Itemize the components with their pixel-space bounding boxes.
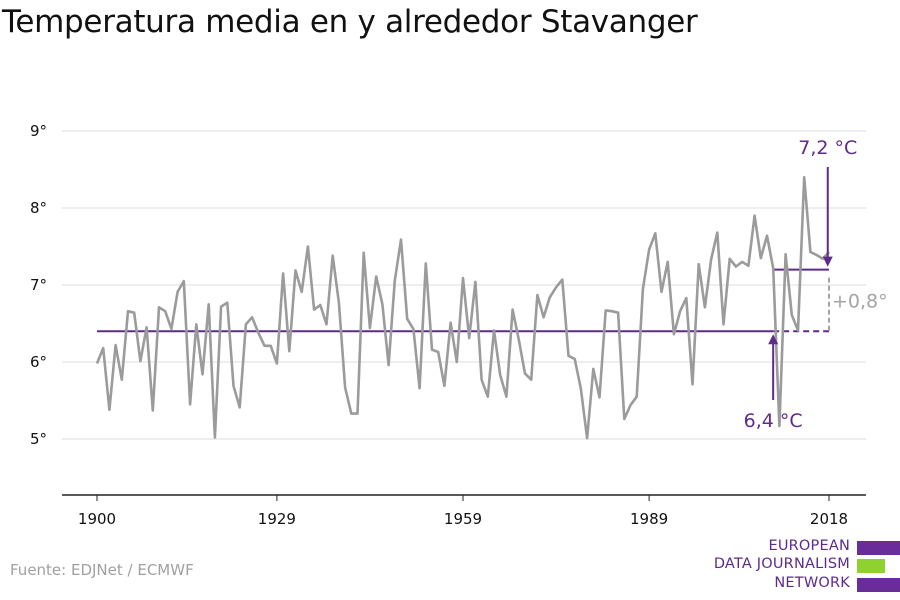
x-tick-label: 1959 (444, 510, 482, 528)
x-tick-label: 1900 (78, 510, 116, 528)
difference-label: +0,8° (832, 290, 888, 312)
y-tick-label: 5° (30, 430, 47, 448)
logo-text-line-1: EUROPEAN (768, 538, 850, 554)
x-tick-label: 1989 (630, 510, 668, 528)
edjnet-logo: EUROPEAN DATA JOURNALISM NETWORK (700, 538, 900, 598)
y-axis-labels: 5° 6° 7° 8° 9° (30, 122, 47, 448)
x-axis: 1900 1929 1959 1989 2018 (62, 494, 866, 528)
temperature-line (95, 175, 830, 440)
y-tick-label: 9° (30, 122, 47, 140)
logo-bar-purple-bottom (857, 578, 900, 592)
logo-text-line-2: DATA JOURNALISM (713, 556, 850, 572)
source-note: Fuente: EDJNet / ECMWF (10, 561, 194, 579)
recent-mean-arrowhead (822, 256, 833, 267)
chart-title: Temperatura media en y alrededor Stavang… (2, 4, 698, 40)
x-tick-label: 2018 (810, 510, 848, 528)
x-tick-label: 1929 (258, 510, 296, 528)
logo-text-line-3: NETWORK (774, 575, 850, 591)
baseline-mean-label: 6,4 °C (744, 410, 803, 432)
logo-bar-purple-top (857, 541, 900, 555)
y-tick-label: 8° (30, 199, 47, 217)
annotations: +0,8° 7,2 °C 6,4 °C (744, 137, 888, 432)
y-tick-label: 7° (30, 276, 47, 294)
baseline-mean-arrowhead (768, 334, 779, 345)
recent-mean-label: 7,2 °C (798, 137, 857, 159)
y-tick-label: 6° (30, 353, 47, 371)
temperature-series (95, 175, 830, 440)
logo-bar-green (857, 559, 885, 573)
